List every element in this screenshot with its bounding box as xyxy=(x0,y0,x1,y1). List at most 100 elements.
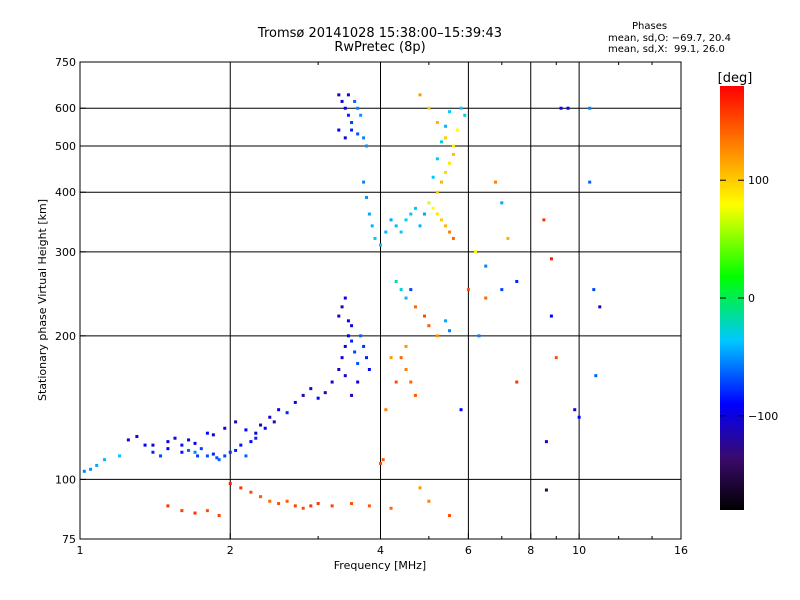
scatter-point xyxy=(577,415,581,419)
scatter-point xyxy=(427,499,431,503)
x-tick-label: 1 xyxy=(77,544,84,557)
scatter-point xyxy=(448,329,452,333)
scatter-point xyxy=(473,250,477,254)
scatter-point xyxy=(444,136,448,140)
scatter-point xyxy=(448,230,452,234)
scatter-point xyxy=(399,356,403,360)
scatter-point xyxy=(316,396,320,400)
phases-heading: Phases xyxy=(632,21,668,32)
scatter-point xyxy=(362,136,366,140)
scatter-point xyxy=(359,334,363,338)
scatter-point xyxy=(353,350,357,354)
scatter-point xyxy=(515,279,519,283)
scatter-point xyxy=(350,128,354,132)
scatter-point xyxy=(244,428,248,432)
scatter-point xyxy=(494,180,498,184)
scatter-point xyxy=(455,128,459,132)
scatter-point xyxy=(448,514,452,518)
scatter-point xyxy=(196,454,200,458)
scatter-point xyxy=(370,224,374,228)
x-tick-label: 10 xyxy=(572,544,586,557)
scatter-point xyxy=(180,509,184,513)
scatter-point xyxy=(588,106,592,110)
scatter-point xyxy=(259,423,263,427)
scatter-point xyxy=(448,161,452,165)
scatter-point xyxy=(431,175,435,179)
scatter-point xyxy=(159,454,163,458)
scatter-point xyxy=(367,212,371,216)
scatter-point xyxy=(205,454,209,458)
x-tick-label: 6 xyxy=(465,544,472,557)
scatter-point xyxy=(166,447,170,451)
y-tick-label: 200 xyxy=(55,330,76,343)
scatter-point xyxy=(379,461,382,465)
scatter-point xyxy=(234,448,238,452)
grid-layer xyxy=(80,62,681,539)
scatter-point xyxy=(199,447,203,451)
scatter-point xyxy=(135,435,139,439)
scatter-point xyxy=(413,393,417,397)
colorbar-ticks: 100 0 −100 xyxy=(720,174,778,423)
scatter-point xyxy=(451,236,455,240)
scatter-point xyxy=(435,334,439,338)
scatter-point xyxy=(340,356,344,360)
scatter-point xyxy=(346,113,350,117)
scatter-point xyxy=(459,408,463,412)
scatter-point xyxy=(399,288,403,292)
y-tick-label: 600 xyxy=(55,102,76,115)
scatter-point xyxy=(367,367,371,371)
scatter-point xyxy=(268,415,272,419)
scatter-point xyxy=(515,380,519,384)
scatter-point xyxy=(346,93,350,97)
scatter-point xyxy=(309,387,313,391)
scatter-point xyxy=(559,106,563,110)
scatter-point xyxy=(389,506,393,510)
y-tick-label: 400 xyxy=(55,186,76,199)
scatter-point xyxy=(373,236,377,240)
scatter-point xyxy=(244,454,248,458)
scatter-point xyxy=(323,391,327,395)
scatter-point xyxy=(166,504,170,508)
scatter-point xyxy=(89,467,93,471)
scatter-point xyxy=(444,319,448,323)
scatter-point xyxy=(356,361,360,365)
scatter-point xyxy=(394,380,398,384)
scatter-point xyxy=(259,495,263,499)
scatter-point xyxy=(418,224,422,228)
scatter-point xyxy=(444,170,448,174)
scatter-point xyxy=(381,458,385,462)
x-tick-label: 2 xyxy=(227,544,234,557)
scatter-point xyxy=(180,450,184,454)
scatter-point xyxy=(598,305,602,309)
scatter-point xyxy=(118,454,122,458)
scatter-point xyxy=(103,458,107,462)
scatter-point xyxy=(173,436,177,440)
chart-subtitle: RwPretec (8p) xyxy=(334,40,426,55)
scatter-point xyxy=(399,230,403,234)
scatter-point xyxy=(444,124,448,128)
scatter-point xyxy=(549,314,553,318)
y-tick-label: 75 xyxy=(62,533,76,546)
scatter-point xyxy=(293,400,297,404)
scatter-point xyxy=(418,486,422,490)
scatter-point xyxy=(187,438,191,442)
scatter-point xyxy=(356,380,360,384)
scatter-point xyxy=(166,440,170,444)
scatter-point xyxy=(588,180,592,184)
scatter-point xyxy=(484,296,488,300)
scatter-point xyxy=(500,201,504,205)
scatter-point xyxy=(365,144,369,148)
scatter-point xyxy=(413,305,417,309)
scatter-point xyxy=(367,504,371,508)
scatter-point xyxy=(205,509,209,513)
scatter-point xyxy=(554,356,558,360)
scatter-point xyxy=(356,106,360,110)
scatter-point xyxy=(592,288,596,292)
scatter-point xyxy=(365,195,369,199)
scatter-point xyxy=(239,486,243,490)
scatter-point xyxy=(448,110,452,114)
scatter-point xyxy=(151,450,155,454)
scatter-point xyxy=(435,121,439,125)
scatter-point xyxy=(337,314,341,318)
scatter-point xyxy=(404,344,408,348)
